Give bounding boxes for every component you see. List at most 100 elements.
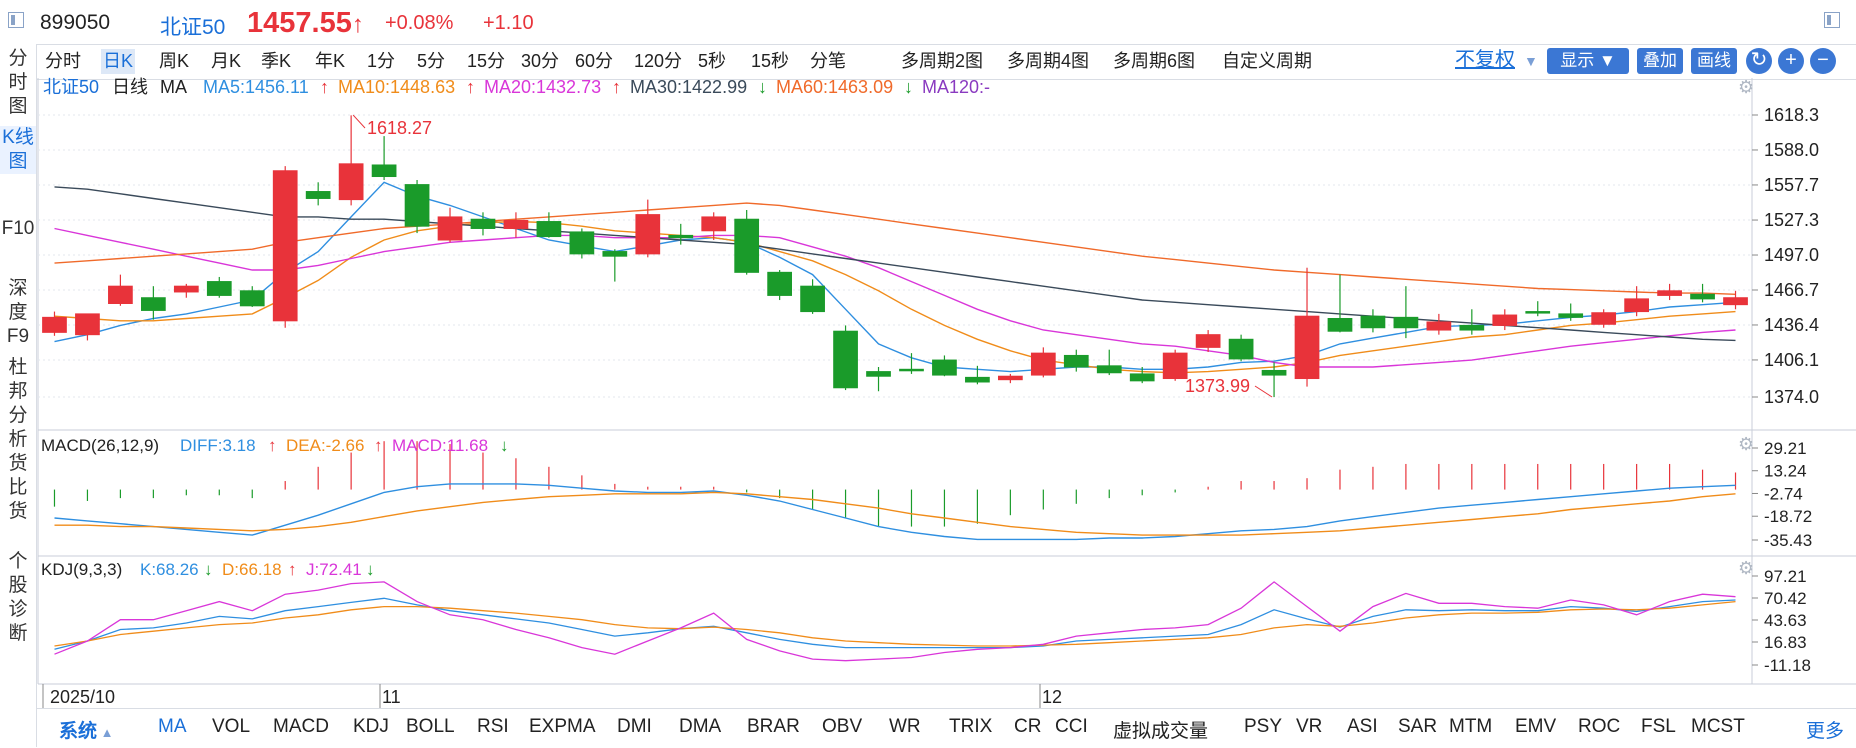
candle-body [272, 170, 298, 322]
overlay-button[interactable]: 叠加 [1637, 48, 1683, 74]
macd-axis-label-4: -35.43 [1764, 531, 1812, 550]
more-indicators-link[interactable]: 更多 [1806, 721, 1845, 742]
panel-toggle-icon[interactable] [1824, 12, 1840, 28]
period-tab-17[interactable]: 多周期6图 [1113, 51, 1196, 71]
candle-body [1096, 365, 1122, 374]
candle-body [866, 371, 891, 377]
period-tab-10[interactable]: 60分 [575, 51, 614, 71]
change-percent: +0.08% [385, 12, 454, 34]
kdj-j: J:72.41 [306, 560, 362, 579]
draw-line-button[interactable]: 画线 [1691, 48, 1737, 74]
indicator-tab-23[interactable]: FSL [1641, 716, 1676, 737]
low-annotation-leader [1254, 385, 1273, 398]
period-tab-5[interactable]: 年K [315, 51, 346, 71]
candle-body [1591, 312, 1617, 325]
kdj-k-arrow: ↓ [204, 560, 213, 579]
indicator-tab-10[interactable]: OBV [822, 716, 863, 737]
indicator-tab-4[interactable]: BOLL [406, 716, 455, 737]
indicator-tab-5[interactable]: RSI [477, 716, 509, 737]
dropdown-triangle-icon[interactable]: ▼ [1524, 53, 1538, 69]
settings-gear-icon[interactable]: ⚙ [1738, 77, 1754, 97]
period-tab-12[interactable]: 5秒 [698, 51, 727, 71]
indicator-tab-21[interactable]: EMV [1515, 716, 1557, 737]
legend-ma20: MA20:1432.73 [484, 77, 601, 97]
left-tab-4[interactable]: 杜邦分析 [8, 357, 28, 450]
indicator-tab-14[interactable]: CCI [1055, 716, 1088, 737]
indicator-tab-9[interactable]: BRAR [747, 716, 800, 737]
indicator-tab-18[interactable]: ASI [1347, 716, 1378, 737]
indicator-tab-20[interactable]: MTM [1449, 716, 1493, 737]
period-tab-0[interactable]: 分时 [45, 51, 81, 71]
period-tab-6[interactable]: 1分 [367, 51, 396, 71]
indicator-tab-7[interactable]: DMI [617, 716, 652, 737]
period-tab-9[interactable]: 30分 [521, 51, 560, 71]
title-bar: 899050 北证50 1457.55↑ +0.08% +1.10 [0, 0, 1856, 45]
macd-axis-label-1: 13.24 [1764, 462, 1807, 481]
candle-body [75, 313, 100, 336]
indicator-tab-11[interactable]: WR [889, 716, 921, 737]
indicator-tab-2[interactable]: MACD [273, 716, 329, 737]
refresh-icon[interactable]: ↻ [1746, 48, 1772, 74]
candle-body [997, 375, 1023, 381]
indicator-tab-13[interactable]: CR [1014, 716, 1042, 737]
candle-body [108, 285, 133, 305]
legend-period: 日线 [112, 77, 148, 97]
kdj-k-line [54, 597, 1736, 650]
indicator-tab-19[interactable]: SAR [1398, 716, 1438, 737]
indicator-tab-17[interactable]: VR [1296, 716, 1323, 737]
candle-body [1525, 311, 1551, 314]
period-tab-11[interactable]: 120分 [634, 51, 683, 71]
left-tab-0[interactable]: 分时图 [8, 48, 28, 117]
candle-body [965, 376, 990, 383]
period-tab-7[interactable]: 5分 [417, 51, 446, 71]
period-tab-3[interactable]: 月K [211, 51, 242, 71]
indicator-tab-bar: 系统 ▲ 更多 MA VOL MACD KDJ BOLL RSI EXPMA DMI DMA BR… [37, 708, 1856, 748]
legend-ma5: MA5:1456.11 [203, 77, 309, 97]
candle-body [569, 231, 595, 255]
period-tab-8[interactable]: 15分 [467, 51, 506, 71]
legend-ma10-arrow: ↑ [466, 77, 475, 97]
indicator-tab-12[interactable]: TRIX [949, 716, 993, 737]
indicator-tab-22[interactable]: ROC [1578, 716, 1621, 737]
kdj-d-line [54, 600, 1736, 647]
left-tab-5[interactable]: 货比货 [8, 453, 28, 522]
period-tab-16[interactable]: 多周期4图 [1007, 51, 1090, 71]
indicator-tab-6[interactable]: EXPMA [529, 716, 596, 737]
period-tab-15[interactable]: 多周期2图 [901, 51, 984, 71]
indicator-tab-1[interactable]: VOL [212, 716, 251, 737]
candle-body [1723, 297, 1748, 306]
period-tab-2[interactable]: 周K [159, 51, 190, 71]
period-tab-4[interactable]: 季K [261, 51, 292, 71]
legend-ma5-arrow: ↑ [320, 77, 329, 97]
indicator-tab-24[interactable]: MCST [1691, 716, 1745, 737]
indicator-tab-3[interactable]: KDJ [353, 716, 389, 737]
macd-dea: DEA:-2.66 [286, 436, 364, 455]
display-button[interactable]: 显示 ▼ [1547, 48, 1629, 74]
indicator-tab-16[interactable]: PSY [1244, 716, 1283, 737]
left-tab-3[interactable]: 深度F9 [6, 278, 30, 347]
system-indicator-menu[interactable]: 系统 ▲ [59, 721, 114, 742]
period-tab-18[interactable]: 自定义周期 [1222, 51, 1312, 71]
kdj-settings-gear-icon[interactable]: ⚙ [1738, 558, 1754, 578]
kdj-axis-label-1: 70.42 [1764, 589, 1807, 608]
left-tab-6[interactable]: 个股诊断 [8, 551, 28, 644]
candle-body [833, 330, 858, 389]
period-tab-13[interactable]: 15秒 [751, 51, 790, 71]
period-tab-14[interactable]: 分笔 [810, 51, 846, 71]
indicator-tab-15[interactable]: 虚拟成交量 [1113, 721, 1209, 742]
window-layout-icon[interactable] [8, 12, 24, 28]
adjust-mode-dropdown[interactable]: 不复权 [1455, 49, 1515, 71]
kdj-axis-label-4: -11.18 [1764, 656, 1811, 675]
left-tab-1[interactable]: K线图 [0, 126, 36, 174]
macd-settings-gear-icon[interactable]: ⚙ [1738, 434, 1754, 454]
zoom-in-icon[interactable]: + [1778, 48, 1804, 74]
candle-body [470, 218, 496, 229]
period-tab-1[interactable]: 日K [101, 49, 136, 74]
indicator-tab-8[interactable]: DMA [679, 716, 722, 737]
left-tab-2[interactable]: F10 [1, 218, 35, 239]
candle-body [1261, 369, 1287, 376]
stock-name[interactable]: 北证50 [160, 16, 226, 39]
zoom-out-icon[interactable]: − [1810, 48, 1836, 74]
indicator-tab-0[interactable]: MA [158, 716, 187, 737]
